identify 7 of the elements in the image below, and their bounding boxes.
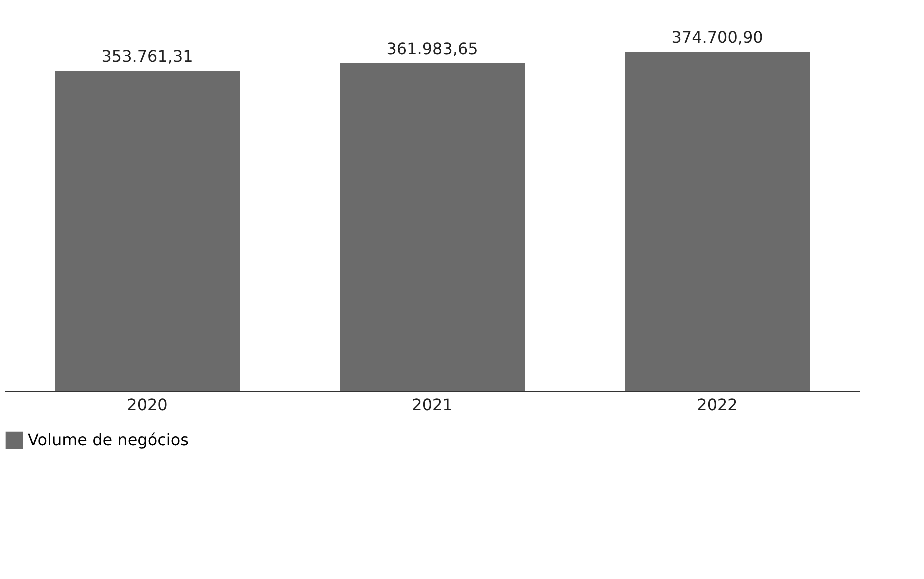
x-tick-label: 2021 bbox=[412, 396, 453, 414]
data-label: 353.761,31 bbox=[102, 46, 194, 66]
x-tick-label: 2022 bbox=[697, 396, 738, 414]
data-label: 374.700,90 bbox=[672, 28, 764, 47]
data-label: 361.983,65 bbox=[386, 40, 478, 59]
x-tick-label: 2020 bbox=[127, 396, 168, 414]
legend-label: Volume de negócios bbox=[28, 430, 189, 450]
